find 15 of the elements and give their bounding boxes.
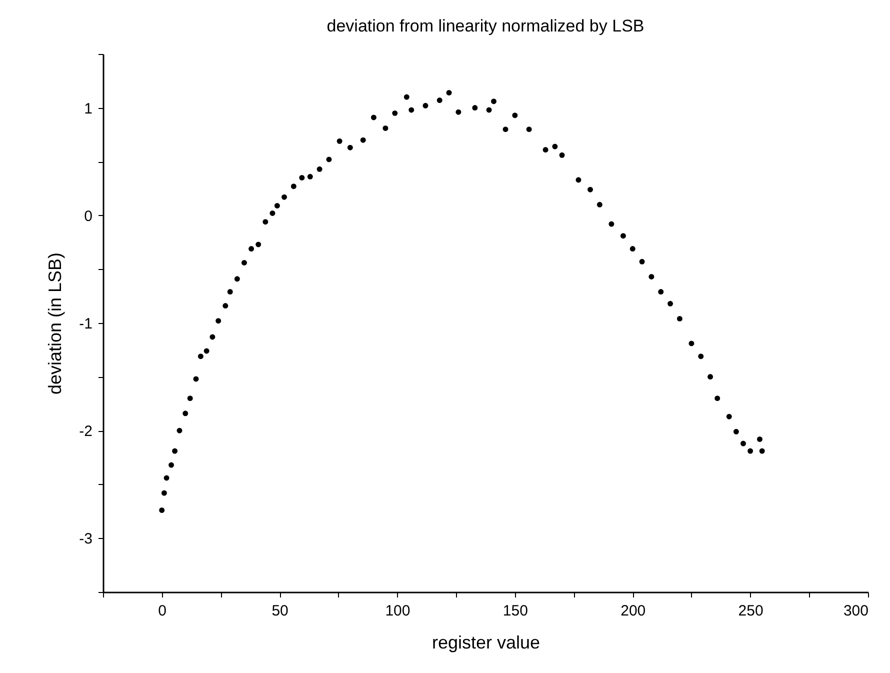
chart-title: deviation from linearity normalized by LSB bbox=[326, 16, 644, 36]
y-tick-label: 0 bbox=[84, 208, 92, 225]
y-tick-label: -2 bbox=[79, 423, 92, 440]
y-tick-label: -3 bbox=[79, 530, 92, 548]
x-tick-label: 300 bbox=[843, 602, 868, 620]
x-axis-title: register value bbox=[432, 632, 540, 652]
x-tick-label: 150 bbox=[502, 602, 528, 620]
y-tick-label: 1 bbox=[84, 100, 92, 118]
x-tick-label: 250 bbox=[738, 602, 764, 620]
x-tick-label: 50 bbox=[272, 602, 288, 620]
y-axis-title: deviation (in LSB) bbox=[45, 252, 66, 395]
x-tick-label: 200 bbox=[620, 602, 646, 620]
x-tick-label: 0 bbox=[158, 602, 167, 620]
y-tick-label: -1 bbox=[79, 316, 92, 332]
x-tick-label: 100 bbox=[385, 602, 410, 620]
